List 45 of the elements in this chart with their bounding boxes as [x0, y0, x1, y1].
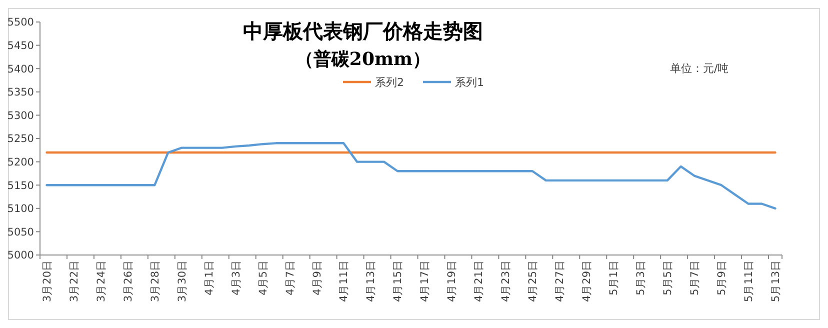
x-tick-label: 5月13日: [770, 260, 782, 302]
x-tick-label: 3月20日: [41, 260, 54, 302]
x-tick-label: 4月9日: [311, 260, 324, 296]
x-tick-label: 4月21日: [473, 260, 486, 302]
text: （普碳20mm）: [295, 49, 431, 70]
y-tick-label: 5150: [7, 180, 34, 192]
y-tick-label: 5450: [7, 40, 34, 52]
x-tick-label: 4月17日: [419, 260, 432, 302]
y-tick-label: 5100: [7, 203, 34, 216]
x-tick-label: 4月19日: [446, 260, 458, 302]
y-tick-label: 5400: [7, 63, 34, 76]
x-tick-label: 4月23日: [500, 260, 512, 302]
x-tick-label: 5月5日: [662, 260, 674, 296]
x-tick-label: 3月24日: [95, 260, 108, 302]
x-tick-label: 5月1日: [608, 260, 620, 296]
x-tick-label: 5月11日: [742, 260, 755, 302]
x-tick-label: 4月3日: [230, 260, 242, 296]
y-tick-label: 5000: [7, 250, 34, 262]
legend-label: 系列1: [455, 76, 484, 89]
x-tick-label: 5月9日: [716, 260, 728, 296]
x-tick-label: 3月26日: [122, 260, 134, 302]
line-series: [46, 142, 776, 210]
x-tick-label: 3月22日: [68, 260, 80, 302]
x-tick-label: 4月15日: [392, 260, 404, 302]
x-tick-label: 5月3日: [635, 260, 648, 296]
legend-label: 系列2: [375, 76, 404, 89]
x-tick-label: 3月28日: [149, 260, 162, 302]
y-tick-label: 5350: [7, 86, 34, 99]
annotation: 单位：元/吨: [670, 62, 729, 75]
x-tick-label: 4月11日: [338, 260, 350, 302]
x-tick-label: 4月7日: [284, 260, 296, 296]
x-tick-label: 4月27日: [554, 260, 566, 302]
y-tick-label: 5200: [7, 156, 34, 168]
x-tick-label: 5月7日: [688, 260, 701, 296]
x-tick-label: 4月29日: [581, 260, 594, 302]
x-tick-label: 4月5日: [257, 260, 270, 296]
chart-title: 中厚板代表钢厂价格走势图: [243, 19, 483, 43]
x-tick-label: 4月25日: [527, 260, 540, 302]
y-tick-label: 5050: [7, 226, 34, 238]
y-tick-label: 5500: [7, 16, 34, 29]
y-tick-label: 5300: [7, 110, 34, 122]
x-tick-label: 3月30日: [176, 260, 188, 302]
y-tick-label: 5250: [7, 133, 34, 146]
x-tick-label: 4月1日: [203, 260, 216, 296]
x-tick-label: 4月13日: [365, 260, 378, 302]
